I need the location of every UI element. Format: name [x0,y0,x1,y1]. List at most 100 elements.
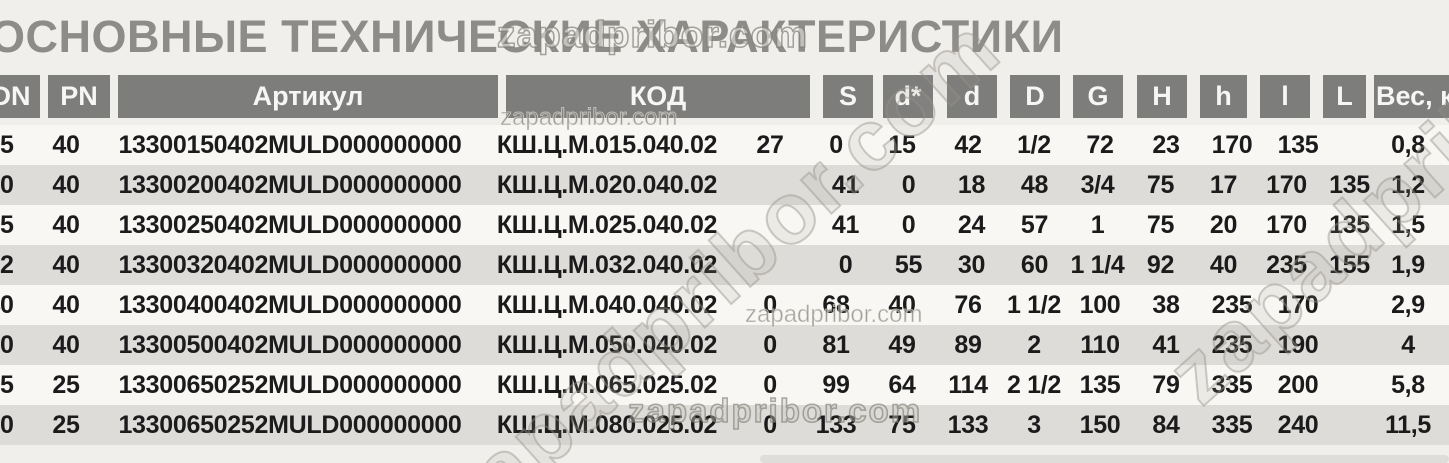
cell-h: 17 [1209,171,1238,199]
cell-g: 2 [1027,331,1041,359]
column-header-dn: DN [0,75,40,118]
cell-dstar: 0 [901,211,916,239]
cell-dstar: 68 [822,291,850,319]
cell-pn: 40 [52,131,80,159]
cell-article: 13300500402MULD000000000 [118,331,462,359]
column-header-dstar: d* [883,75,933,118]
cell-h: 38 [1152,291,1180,319]
cell-d: 64 [888,371,916,399]
cell-d: 49 [888,331,916,359]
cell-l: 155 [1329,251,1370,279]
table-body: 154013300150402MULD000000000КШ.Ц.М.015.0… [0,125,1449,445]
cell-d: 18 [957,171,986,199]
cell-weight: 4 [1401,331,1415,359]
cell-s: 41 [831,171,860,199]
cell-article: 13300650252MULD000000000 [118,411,462,439]
cell-dstar: 99 [822,371,850,399]
cell-article: 13300200402MULD000000000 [118,171,462,199]
page-title: ОСНОВНЫЕ ТЕХНИЧЕСКИЕ ХАРАКТЕРИСТИКИ [0,11,1064,62]
cell-dstar: 55 [894,251,923,279]
cell-s: 41 [831,211,860,239]
cell-weight: 0,8 [1391,131,1425,159]
column-header-s: S [823,75,873,118]
table-row: 80 25 13300650252MULD000000000 КШ.Ц.М.080.0… [0,405,1449,445]
cell-i: 235 [1211,291,1253,319]
cell-dbig: 133 [947,411,989,439]
cell-dbig: 89 [954,331,982,359]
cell-g: 3 [1027,411,1041,439]
cell-s: 0 [763,291,777,319]
cell-weight: 1,2 [1391,171,1425,199]
cell-s: 0 [763,411,777,439]
column-header-article: Артикул [118,75,498,118]
column-header-weight: Вес, кг [1374,75,1449,118]
cell-s: 0 [763,331,777,359]
cell-hbig: 100 [1079,291,1121,319]
cell-l: 200 [1277,371,1319,399]
cell-l: 240 [1277,411,1319,439]
cell-dbig: 48 [1020,171,1049,199]
cell-g: 1 1/2 [1006,291,1062,319]
cell-code: КШ.Ц.М.015.040.02 [496,131,718,159]
cell-article: 13300650252MULD000000000 [118,371,462,399]
cell-weight: 11,5 [1384,411,1432,439]
cell-d: 15 [888,131,916,159]
cell-l: 135 [1277,131,1319,159]
cell-l: 190 [1277,331,1319,359]
column-header-d: d [947,75,997,118]
column-header-h: h [1200,75,1247,118]
cell-weight: 5,8 [1391,371,1425,399]
column-header-g: G [1073,75,1123,118]
cell-hbig: 150 [1079,411,1121,439]
cell-dbig: 57 [1020,211,1049,239]
cell-dstar: 133 [815,411,857,439]
cell-pn: 40 [52,291,80,319]
cell-hbig: 92 [1146,251,1175,279]
cell-pn: 40 [52,251,80,279]
cell-d: 40 [888,291,916,319]
cell-dstar: 0 [829,131,843,159]
cell-i: 335 [1211,411,1253,439]
cell-h: 84 [1152,411,1180,439]
cell-hbig: 75 [1146,211,1175,239]
table-row: 40 40 13300400402MULD000000000 КШ.Ц.М.040.0… [0,285,1449,325]
cell-code: КШ.Ц.М.080.025.02 [496,411,718,439]
cell-s: 27 [756,131,784,159]
cell-dstar: 0 [901,171,916,199]
cell-i: 170 [1266,171,1307,199]
cell-h: 41 [1152,331,1180,359]
bottom-smudge [760,455,1449,463]
cell-d: 30 [957,251,986,279]
cell-d: 75 [888,411,916,439]
table-row: 20 40 13300200402MULD000000000 КШ.Ц.М.020.0… [0,165,1449,205]
cell-dn: 20 [0,171,14,199]
cell-dn: 80 [0,411,14,439]
cell-g: 1/2 [1017,131,1051,159]
cell-article: 13300400402MULD000000000 [118,291,462,319]
cell-i: 170 [1211,131,1253,159]
cell-dbig: 42 [954,131,982,159]
cell-pn: 40 [52,331,80,359]
cell-dn: 15 [0,131,14,159]
cell-hbig: 75 [1146,171,1175,199]
cell-h: 40 [1209,251,1238,279]
cell-code: КШ.Ц.М.050.040.02 [496,331,718,359]
cell-l: 135 [1329,211,1370,239]
column-header-l-big: L [1323,75,1366,118]
cell-g: 1 1/4 [1070,251,1125,279]
cell-h: 79 [1152,371,1180,399]
table-row: 32 40 13300320402MULD000000000 КШ.Ц.М.032.0… [0,245,1449,285]
cell-l: 135 [1329,171,1370,199]
cell-i: 235 [1211,331,1253,359]
cell-hbig: 135 [1079,371,1121,399]
cell-i: 335 [1211,371,1253,399]
column-header-hbig: H [1137,75,1187,118]
column-header-l-small: l [1260,75,1310,118]
cell-g: 1 [1090,211,1105,239]
cell-i: 235 [1266,251,1307,279]
cell-dn: 40 [0,291,14,319]
cell-code: КШ.Ц.М.040.040.02 [496,291,718,319]
cell-d: 24 [957,211,986,239]
cell-article: 13300150402MULD000000000 [118,131,462,159]
